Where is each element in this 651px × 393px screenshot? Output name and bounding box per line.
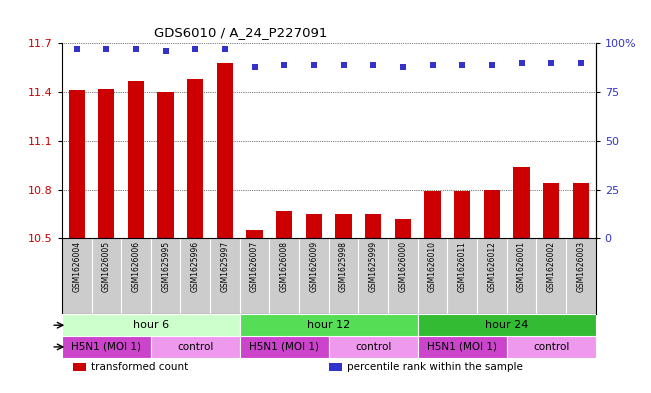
- Text: H5N1 (MOI 1): H5N1 (MOI 1): [427, 342, 497, 352]
- Text: GSM1626002: GSM1626002: [547, 241, 556, 292]
- Bar: [62, 336, 151, 358]
- Text: hour 6: hour 6: [133, 320, 169, 330]
- Point: [398, 64, 408, 70]
- Text: transformed count: transformed count: [91, 362, 188, 371]
- Text: GSM1625997: GSM1625997: [221, 241, 229, 292]
- Bar: [514, 167, 530, 239]
- Text: hour 24: hour 24: [485, 320, 529, 330]
- Text: GDS6010 / A_24_P227091: GDS6010 / A_24_P227091: [154, 26, 327, 39]
- Bar: [128, 81, 144, 239]
- Bar: [240, 336, 329, 358]
- Point: [516, 60, 527, 66]
- Bar: [158, 92, 174, 239]
- Bar: [395, 219, 411, 239]
- Bar: [62, 314, 240, 336]
- Point: [546, 60, 557, 66]
- Bar: [306, 214, 322, 239]
- Point: [190, 46, 201, 52]
- Point: [575, 60, 586, 66]
- Bar: [484, 190, 500, 239]
- Bar: [454, 191, 471, 239]
- Bar: [98, 89, 115, 239]
- Point: [457, 62, 467, 68]
- Bar: [240, 314, 418, 336]
- Bar: [506, 336, 596, 358]
- Text: GSM1626010: GSM1626010: [428, 241, 437, 292]
- Text: GSM1626000: GSM1626000: [398, 241, 408, 292]
- Text: GSM1626001: GSM1626001: [517, 241, 526, 292]
- Bar: [335, 214, 352, 239]
- Point: [279, 62, 290, 68]
- Text: GSM1626006: GSM1626006: [132, 241, 141, 292]
- Point: [131, 46, 141, 52]
- Bar: [72, 363, 86, 371]
- Bar: [418, 336, 506, 358]
- Bar: [543, 183, 559, 239]
- Bar: [418, 314, 596, 336]
- Bar: [424, 191, 441, 239]
- Point: [427, 62, 437, 68]
- Text: H5N1 (MOI 1): H5N1 (MOI 1): [72, 342, 141, 352]
- Text: control: control: [355, 342, 391, 352]
- Point: [101, 46, 111, 52]
- Text: hour 12: hour 12: [307, 320, 350, 330]
- Text: GSM1626007: GSM1626007: [250, 241, 259, 292]
- Bar: [151, 336, 240, 358]
- Point: [72, 46, 82, 52]
- Text: control: control: [177, 342, 214, 352]
- Bar: [329, 363, 342, 371]
- Point: [160, 48, 171, 54]
- Text: control: control: [533, 342, 570, 352]
- Text: GSM1626011: GSM1626011: [458, 241, 467, 292]
- Text: GSM1625998: GSM1625998: [339, 241, 348, 292]
- Text: GSM1626004: GSM1626004: [72, 241, 81, 292]
- Text: GSM1626012: GSM1626012: [488, 241, 496, 292]
- Bar: [329, 336, 418, 358]
- Point: [220, 46, 230, 52]
- Bar: [68, 90, 85, 239]
- Bar: [276, 211, 292, 239]
- Text: GSM1625995: GSM1625995: [161, 241, 170, 292]
- Bar: [365, 214, 381, 239]
- Text: GSM1626008: GSM1626008: [280, 241, 289, 292]
- Point: [339, 62, 349, 68]
- Bar: [247, 230, 263, 239]
- Text: GSM1625996: GSM1625996: [191, 241, 200, 292]
- Point: [249, 64, 260, 70]
- Bar: [187, 79, 204, 239]
- Text: GSM1626009: GSM1626009: [309, 241, 318, 292]
- Bar: [573, 183, 589, 239]
- Text: GSM1625999: GSM1625999: [368, 241, 378, 292]
- Text: GSM1626005: GSM1626005: [102, 241, 111, 292]
- Point: [487, 62, 497, 68]
- Text: percentile rank within the sample: percentile rank within the sample: [348, 362, 523, 371]
- Bar: [217, 63, 233, 239]
- Text: H5N1 (MOI 1): H5N1 (MOI 1): [249, 342, 319, 352]
- Text: GSM1626003: GSM1626003: [576, 241, 585, 292]
- Point: [309, 62, 319, 68]
- Point: [368, 62, 378, 68]
